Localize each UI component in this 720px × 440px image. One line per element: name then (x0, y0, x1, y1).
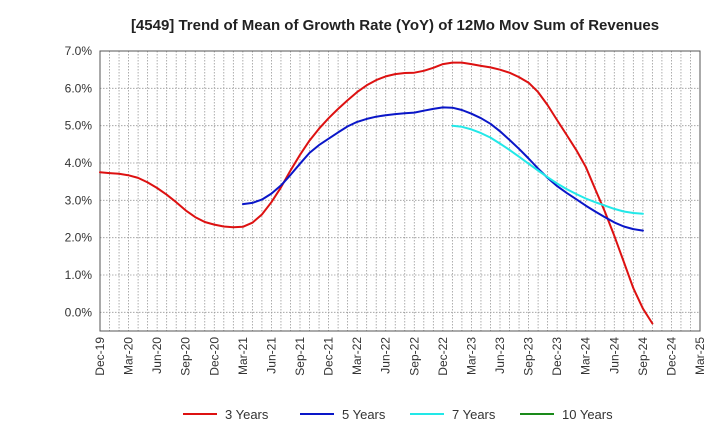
y-tick-label: 7.0% (65, 44, 93, 58)
x-tick-label: Sep-20 (179, 337, 193, 376)
x-tick-label: Dec-24 (664, 337, 678, 376)
legend-label-3-years: 3 Years (225, 407, 269, 422)
chart-title: [4549] Trend of Mean of Growth Rate (YoY… (131, 17, 659, 34)
legend-label-5-years: 5 Years (342, 407, 386, 422)
x-tick-label: Jun-24 (607, 337, 621, 374)
y-tick-label: 4.0% (65, 156, 93, 170)
x-tick-label: Mar-20 (122, 337, 136, 375)
y-axis: 0.0% 1.0% 2.0% 3.0% 4.0% 5.0% 6.0% 7.0% (65, 44, 93, 319)
legend-label-7-years: 7 Years (452, 407, 496, 422)
legend: 3 Years 5 Years 7 Years 10 Years (183, 407, 613, 422)
x-tick-label: Dec-19 (93, 337, 107, 376)
x-axis: Dec-19 Mar-20 Jun-20 Sep-20 Dec-20 Mar-21 Jun-… (93, 337, 707, 376)
y-tick-label: 1.0% (65, 268, 93, 282)
y-tick-label: 3.0% (65, 193, 93, 207)
series-line-5-years (241, 106, 644, 232)
x-tick-label: Mar-21 (236, 337, 250, 375)
x-tick-label: Mar-22 (350, 337, 364, 375)
x-tick-label: Mar-23 (464, 337, 478, 375)
x-tick-label: Dec-23 (550, 337, 564, 376)
series-layer (99, 61, 654, 325)
x-tick-label: Jun-23 (493, 337, 507, 374)
x-tick-label: Dec-21 (322, 337, 336, 376)
x-tick-label: Jun-20 (150, 337, 164, 374)
x-tick-label: Mar-25 (693, 337, 707, 375)
x-tick-label: Sep-22 (407, 337, 421, 376)
x-tick-label: Mar-24 (579, 337, 593, 375)
x-tick-label: Jun-21 (264, 337, 278, 374)
x-tick-label: Jun-22 (379, 337, 393, 374)
x-tick-label: Dec-20 (207, 337, 221, 376)
x-tick-label: Sep-23 (522, 337, 536, 376)
x-tick-label: Sep-24 (636, 337, 650, 376)
plot-background (100, 51, 700, 331)
y-tick-label: 5.0% (65, 119, 93, 133)
y-tick-label: 0.0% (65, 305, 93, 319)
x-tick-label: Sep-21 (293, 337, 307, 376)
x-tick-label: Dec-22 (436, 337, 450, 376)
series-line-3-years (99, 61, 654, 325)
chart-grid (100, 50, 700, 331)
y-tick-label: 6.0% (65, 81, 93, 95)
plot-area-frame (99, 50, 701, 332)
series-line-7-years (451, 124, 644, 215)
legend-label-10-years: 10 Years (562, 407, 613, 422)
y-tick-label: 2.0% (65, 231, 93, 245)
